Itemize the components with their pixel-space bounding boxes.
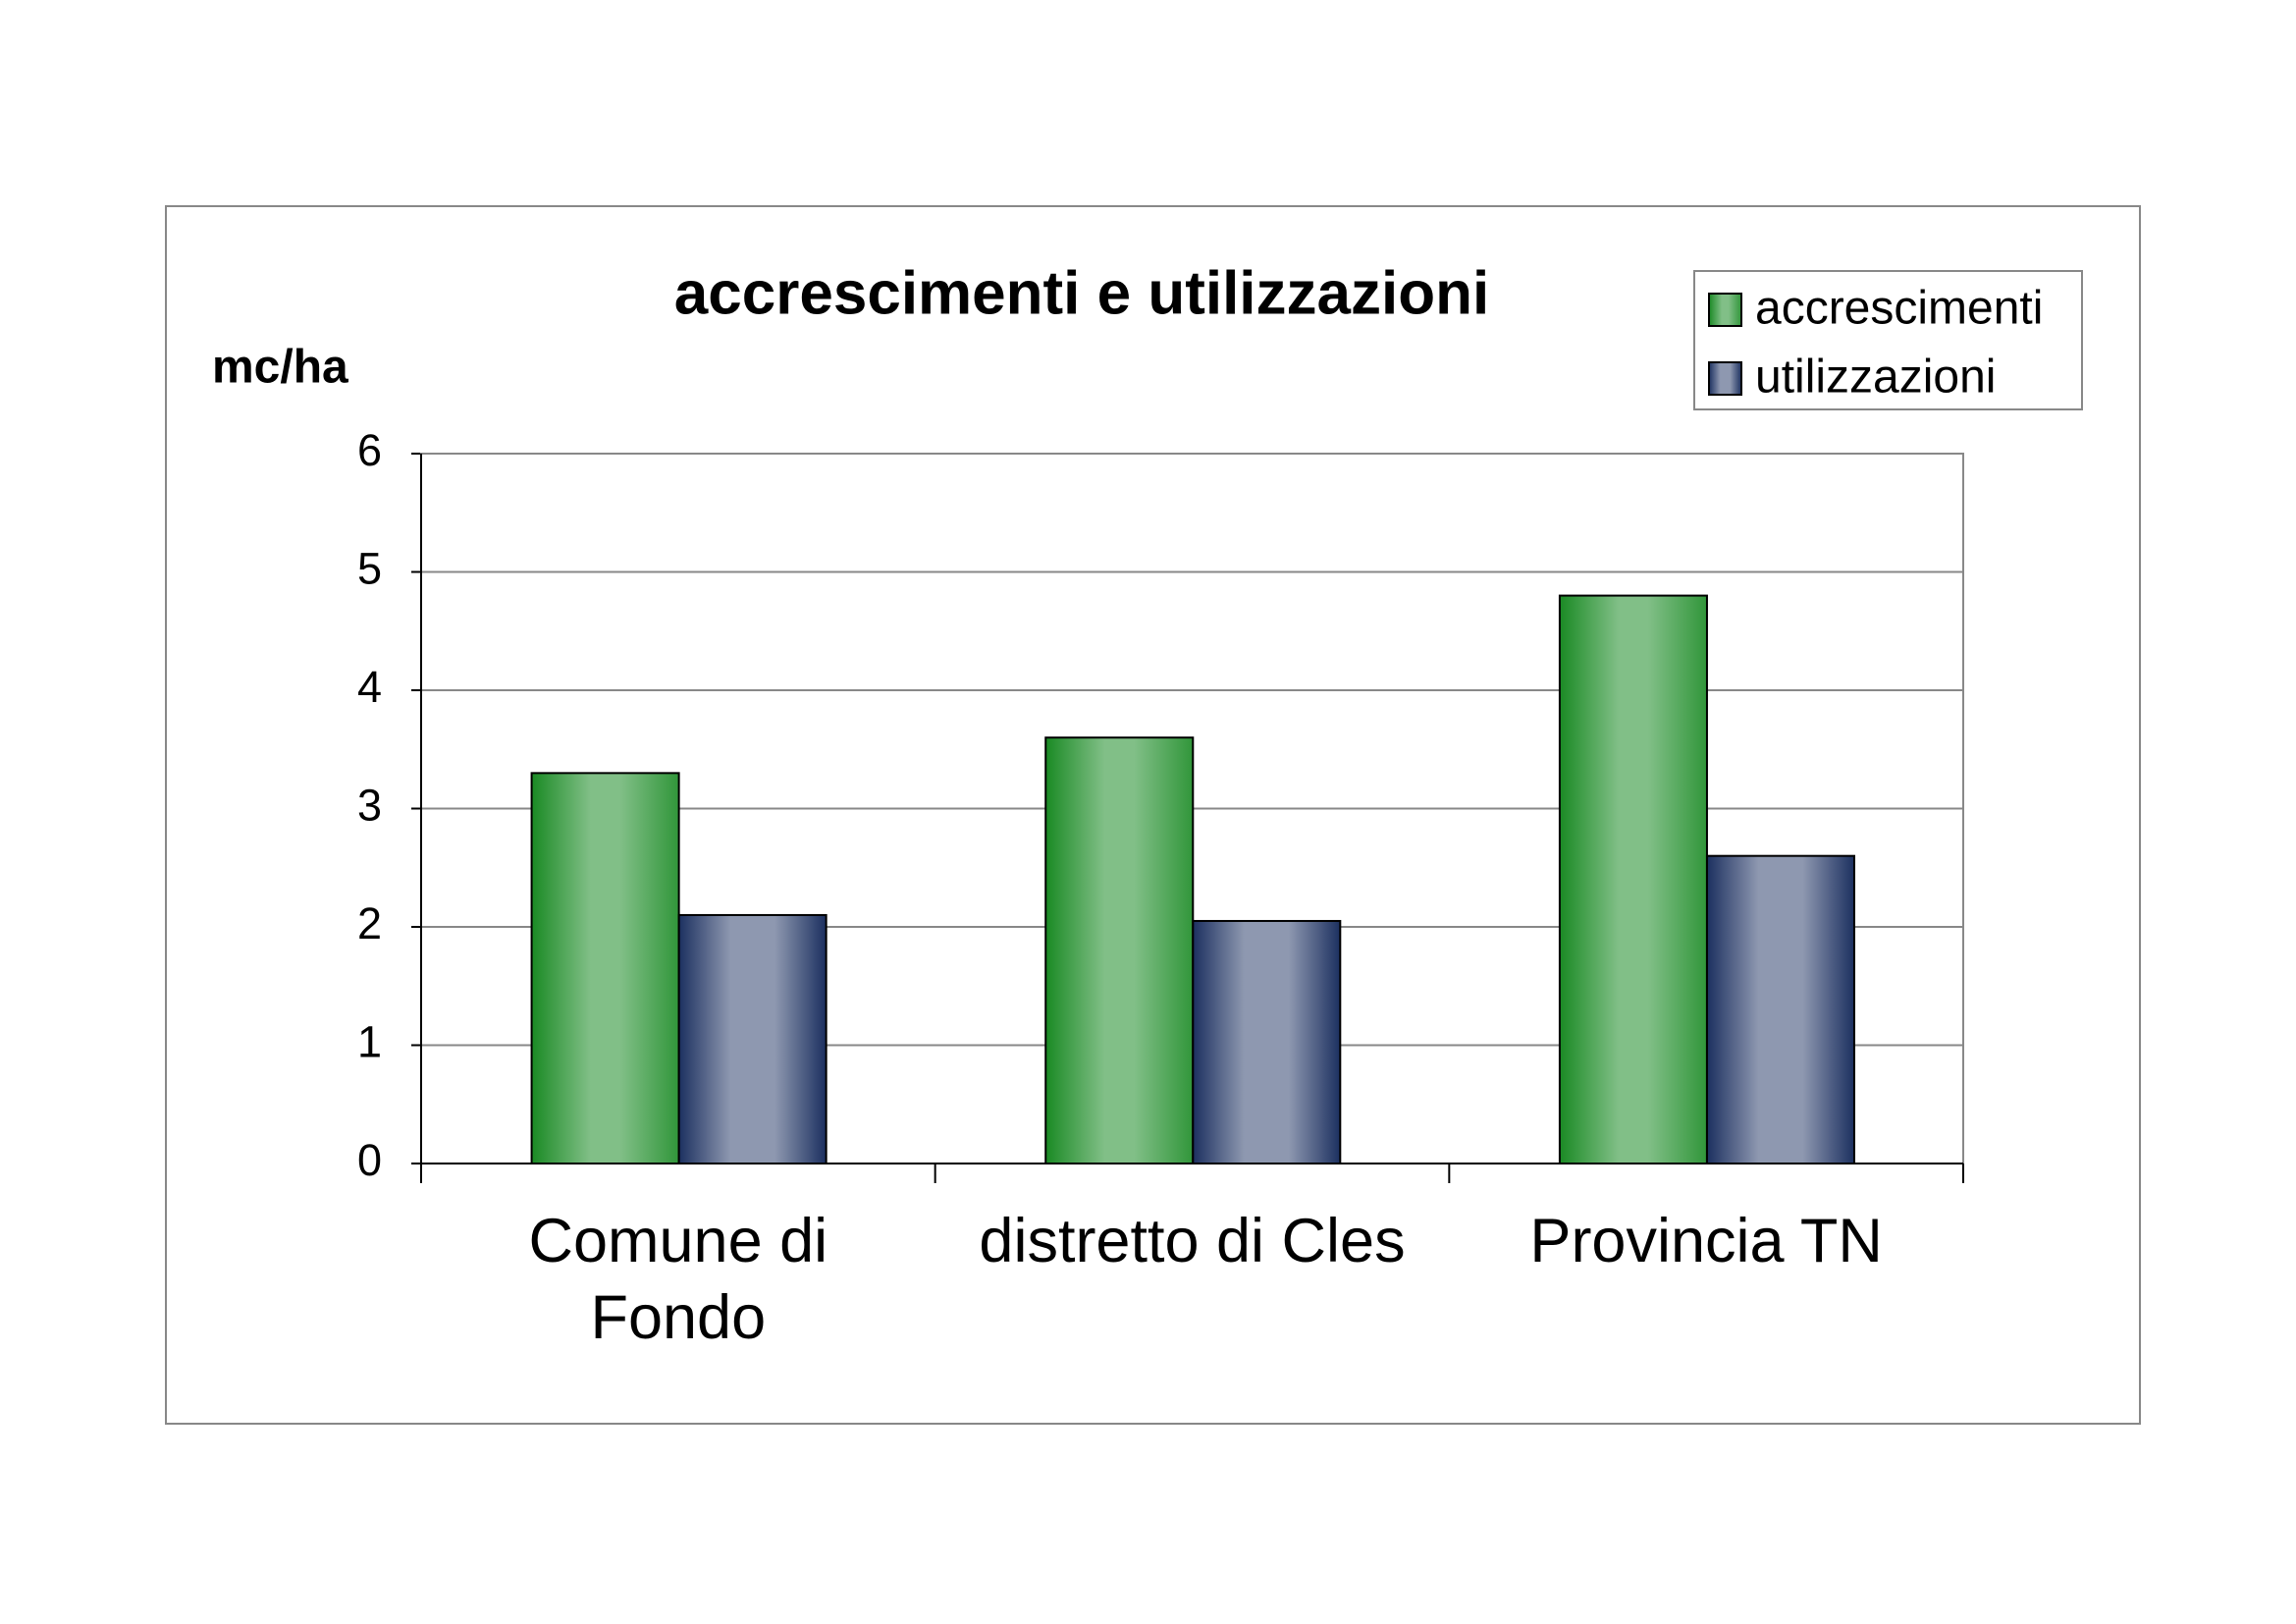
- y-tick-label: 3: [357, 780, 382, 830]
- x-tick-label: Comune di Fondo: [528, 1207, 828, 1352]
- y-tick-label: 1: [357, 1016, 382, 1066]
- bar: [1192, 919, 1342, 1164]
- x-tick-label: distretto di Cles: [979, 1207, 1406, 1275]
- legend-box: [1693, 270, 2083, 410]
- y-tick-label: 5: [357, 543, 382, 593]
- legend-label: utilizzazioni: [1755, 352, 1996, 404]
- y-tick-label: 2: [357, 898, 382, 948]
- legend-label: accrescimenti: [1755, 283, 2043, 335]
- bar: [677, 913, 828, 1165]
- bar: [1705, 854, 1855, 1164]
- y-tick-label: 0: [357, 1135, 382, 1185]
- legend-swatch: [1708, 293, 1742, 327]
- bar: [1044, 736, 1195, 1164]
- y-tick-label: 4: [357, 662, 382, 712]
- bar: [1558, 594, 1708, 1164]
- legend-swatch: [1708, 361, 1742, 396]
- bar: [530, 772, 680, 1164]
- y-tick-label: 6: [357, 425, 382, 475]
- y-axis-label: mc/ha: [212, 342, 348, 394]
- x-tick-label: Provincia TN: [1529, 1207, 1883, 1275]
- chart-title: accrescimenti e utilizzazioni: [674, 259, 1489, 327]
